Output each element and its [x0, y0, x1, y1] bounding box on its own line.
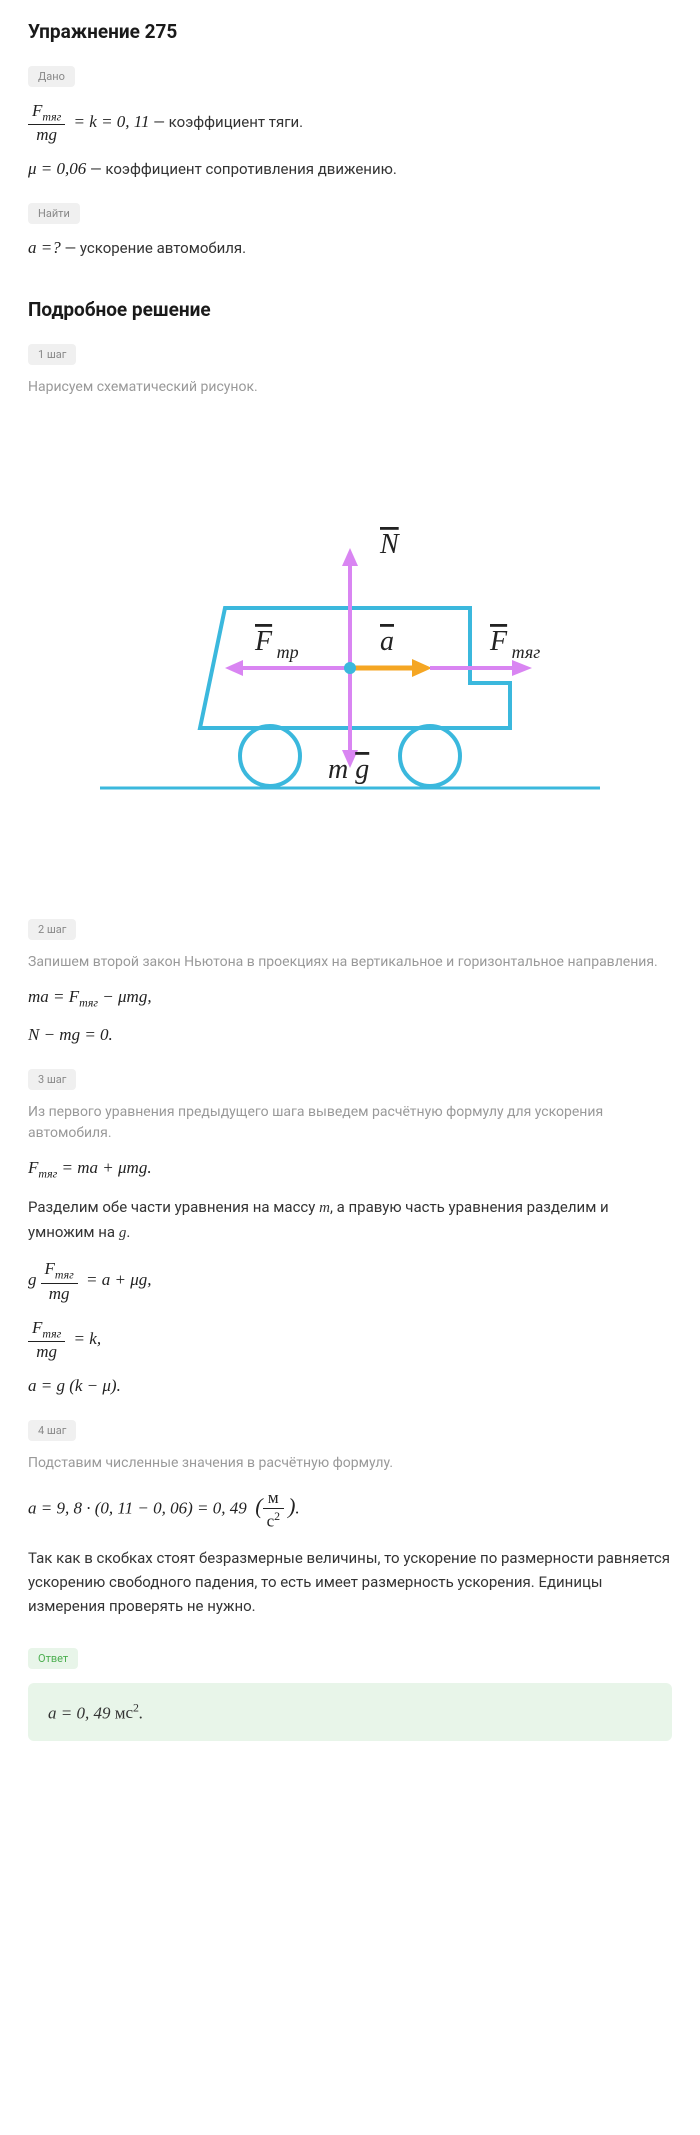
step3-text: Из первого уравнения предыдущего шага вы…	[28, 1102, 672, 1144]
step3-badge: 3 шаг	[28, 1069, 76, 1090]
svg-text:F тяг: F тяг	[489, 626, 540, 662]
answer-badge: Ответ	[28, 1648, 78, 1669]
find-line: a =? — ускорение автомобиля.	[28, 238, 672, 258]
step2-eq2: N − mg = 0.	[28, 1025, 672, 1045]
find-formula: a =?	[28, 238, 61, 257]
step3-eq1: Fтяг = ma + μmg.	[28, 1158, 672, 1181]
step3-body1: Разделим обе части уравнения на массу m,…	[28, 1195, 672, 1245]
find-desc: — ускорение автомобиля.	[61, 239, 246, 257]
step2-badge: 2 шаг	[28, 919, 76, 940]
step1-text: Нарисуем схематический рисунок.	[28, 377, 672, 398]
step3-eq3: Fтяг mg = k,	[28, 1318, 672, 1362]
step4-body: Так как в скобках стоят безразмерные вел…	[28, 1546, 672, 1618]
diagram: N F тр a F тяг m g	[28, 458, 672, 828]
step4-badge: 4 шаг	[28, 1420, 76, 1441]
step3-eq4: a = g (k − μ).	[28, 1376, 672, 1396]
solution-title: Подробное решение	[28, 298, 672, 321]
step4-eq: a = 9, 8 · (0, 11 − 0, 06) = 0, 49 (мс2)…	[28, 1488, 672, 1532]
step4-text: Подставим численные значения в расчётную…	[28, 1453, 672, 1474]
given-line-2-formula: μ = 0,06	[28, 159, 86, 178]
given-line-1: Fтяг mg = k = 0, 11 — коэффициент тяги.	[28, 101, 672, 145]
find-badge: Найти	[28, 203, 80, 224]
answer-box: a = 0, 49 мс2.	[28, 1683, 672, 1742]
step1-badge: 1 шаг	[28, 344, 76, 365]
given-line-2: μ = 0,06 — коэффициент сопротивления дви…	[28, 159, 672, 179]
step3-eq2: g Fтяг mg = a + μg,	[28, 1259, 672, 1303]
step2-text: Запишем второй закон Ньютона в проекциях…	[28, 952, 672, 973]
step2-eq1: ma = Fтяг − μmg,	[28, 987, 672, 1010]
svg-text:a: a	[380, 626, 394, 657]
svg-text:F тр: F тр	[254, 626, 299, 662]
exercise-title: Упражнение 275	[28, 20, 672, 43]
svg-text:N: N	[379, 529, 400, 560]
given-badge: Дано	[28, 66, 75, 87]
given-line-2-desc: — коэффициент сопротивления движению.	[86, 160, 397, 178]
svg-text:m g: m g	[328, 754, 369, 785]
given-line-1-desc: — коэффициент тяги.	[150, 113, 304, 131]
